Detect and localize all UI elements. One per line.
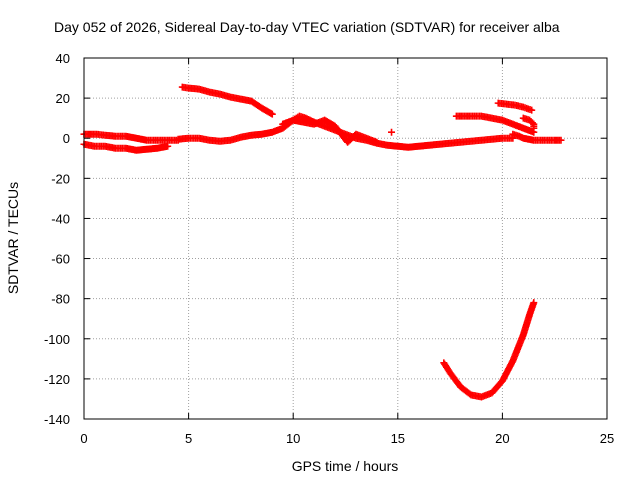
data-point: [373, 138, 381, 146]
series-track-1: [80, 130, 182, 144]
data-point: [530, 124, 538, 132]
y-tick-label: -140: [44, 412, 70, 427]
data-point: [557, 136, 565, 144]
ticks: 0 5 10 15 20 25 -140 -120 -100 -80 -60 -40 -20 0 20 40: [44, 51, 614, 446]
series-track-9: [519, 114, 538, 132]
x-axis-label: GPS time / hours: [292, 458, 399, 474]
y-tick-label: -80: [51, 292, 70, 307]
series-track-2: [80, 140, 172, 154]
series-track-7: [494, 99, 536, 114]
data-point: [530, 299, 538, 307]
x-tick-label: 20: [495, 431, 509, 446]
plot-frame: [83, 57, 608, 420]
y-tick-label: -100: [44, 332, 70, 347]
y-tick-label: -120: [44, 372, 70, 387]
y-tick-label: 20: [56, 91, 70, 106]
data-point: [268, 110, 276, 118]
series-track-5: [279, 116, 381, 146]
data-points: [80, 83, 565, 401]
series-track-6: [452, 112, 538, 136]
series-track-10: [440, 299, 538, 401]
y-tick-label: -40: [51, 211, 70, 226]
y-tick-label: 40: [56, 51, 70, 66]
series-outlier: [388, 128, 396, 136]
data-point: [388, 128, 396, 136]
chart-title: Day 052 of 2026, Sidereal Day-to-day VTE…: [54, 19, 560, 35]
y-tick-label: -60: [51, 252, 70, 267]
y-axis-label: SDTVAR / TECUs: [5, 182, 21, 294]
x-tick-label: 15: [391, 431, 405, 446]
x-tick-label: 10: [286, 431, 300, 446]
x-tick-label: 5: [185, 431, 192, 446]
x-tick-label: 25: [600, 431, 614, 446]
y-tick-label: -20: [51, 171, 70, 186]
series-track-8: [509, 130, 565, 144]
data-point: [164, 142, 172, 150]
data-point: [528, 106, 536, 114]
data-trail-marker: [528, 119, 536, 127]
y-tick-label: 0: [63, 131, 70, 146]
x-tick-label: 0: [80, 431, 87, 446]
series-track-3: [178, 83, 276, 118]
